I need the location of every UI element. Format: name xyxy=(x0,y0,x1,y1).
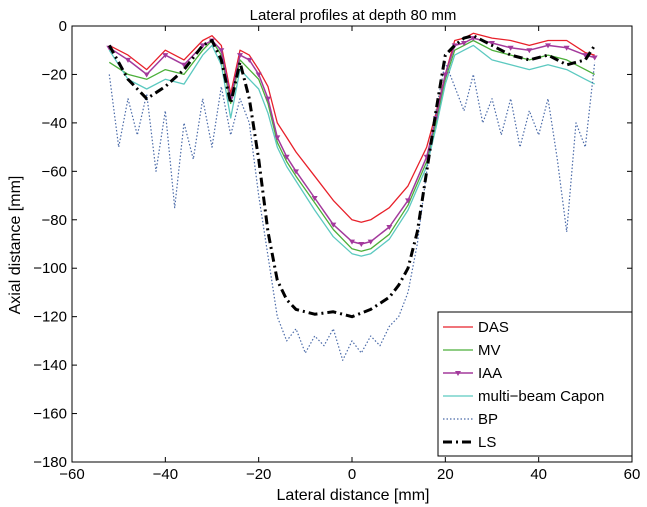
y-tick-label: −120 xyxy=(33,309,67,326)
series-line-4 xyxy=(108,61,596,361)
series-line-5 xyxy=(107,34,596,319)
legend-entry-label: LS xyxy=(478,434,496,451)
y-tick-label: −160 xyxy=(33,406,67,423)
series-point xyxy=(349,239,355,245)
series-point xyxy=(218,48,225,54)
series-point xyxy=(283,154,290,160)
series-point xyxy=(367,239,374,245)
series-point xyxy=(591,55,598,61)
y-tick-label: −80 xyxy=(42,212,67,229)
series-line-0 xyxy=(109,32,595,223)
y-tick-label: 0 xyxy=(59,18,67,35)
y-tick-label: −180 xyxy=(33,454,67,471)
series-point xyxy=(386,225,393,231)
y-tick-label: −140 xyxy=(33,357,67,374)
y-axis-label: Axial distance [mm] xyxy=(7,176,24,315)
series-point xyxy=(563,45,570,51)
plot-lines xyxy=(106,32,598,361)
series-point xyxy=(461,40,467,46)
legend-entry-label: IAA xyxy=(478,365,502,382)
y-tick-label: −40 xyxy=(42,115,67,132)
series-point xyxy=(237,53,243,59)
x-tick-label: −60 xyxy=(59,466,84,483)
x-tick-label: 40 xyxy=(530,466,547,483)
y-tick-label: −20 xyxy=(42,66,67,83)
x-tick-label: 60 xyxy=(624,466,641,483)
y-tick-label: −60 xyxy=(42,163,67,180)
legend-box xyxy=(437,311,633,457)
x-tick-label: −20 xyxy=(246,466,271,483)
series-point xyxy=(507,45,514,51)
series-line-3 xyxy=(108,44,595,257)
series-point xyxy=(162,53,169,59)
legend-marker xyxy=(455,371,461,376)
series-point xyxy=(125,57,131,63)
legend-entry-label: DAS xyxy=(478,319,509,336)
series-point xyxy=(582,53,589,59)
series-point xyxy=(526,48,533,54)
series-point xyxy=(181,62,187,68)
chart-title: Lateral profiles at depth 80 mm xyxy=(250,7,457,24)
legend-entry-label: multi−beam Capon xyxy=(478,388,604,405)
series-point xyxy=(442,72,449,78)
x-axis-label: Lateral distance [mm] xyxy=(277,487,430,504)
series-point xyxy=(405,198,411,204)
legend-entry-label: MV xyxy=(478,342,501,359)
ticks: −60 −40 −20 0 20 40 60 0 −20 −40 −60 −80 −100 −120 −14… xyxy=(33,18,640,483)
series-point xyxy=(311,195,318,201)
series-point xyxy=(143,72,150,78)
x-tick-label: 0 xyxy=(348,466,356,483)
series-point xyxy=(246,57,253,63)
series-point xyxy=(199,43,206,49)
series-point xyxy=(489,40,495,46)
series-point xyxy=(330,222,337,228)
series-point xyxy=(255,72,262,78)
x-tick-label: −40 xyxy=(153,466,178,483)
x-tick-label: 20 xyxy=(437,466,454,483)
series-point xyxy=(274,135,281,141)
legend: DAS MV IAA multi−beam Capon BP LS xyxy=(437,311,633,457)
series-point xyxy=(545,43,551,49)
legend-entry-label: BP xyxy=(478,411,498,428)
series-point xyxy=(265,96,271,102)
y-tick-label: −100 xyxy=(33,260,67,277)
series-point xyxy=(293,169,299,175)
series-point xyxy=(358,242,365,247)
